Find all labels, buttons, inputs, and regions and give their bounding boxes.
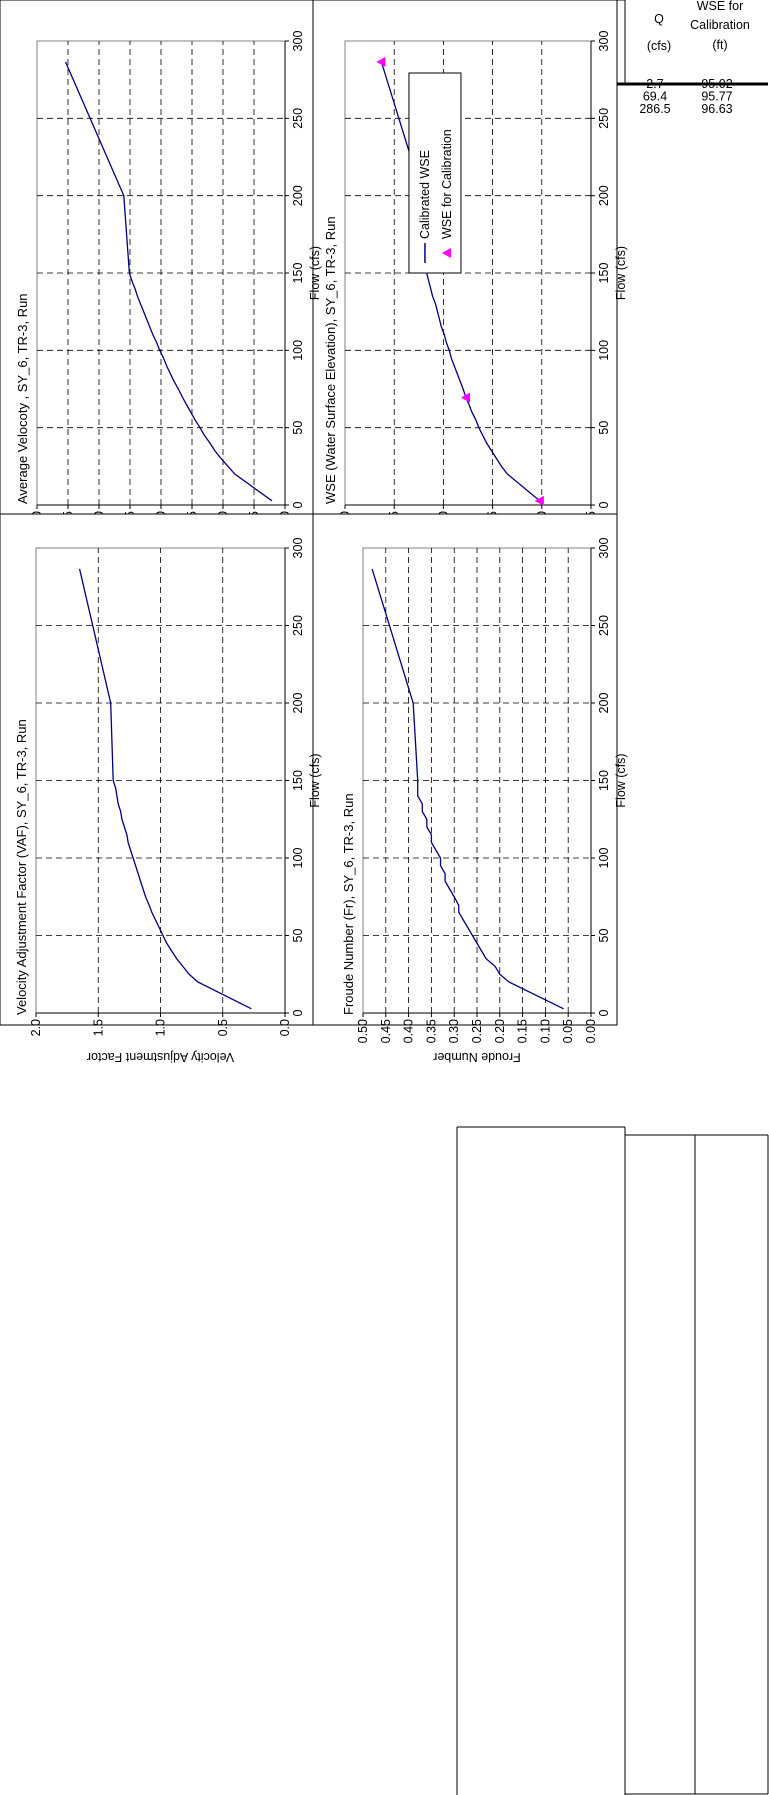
calibration-table: Q (cfs) WSE for Calibration (ft) 2.7 95.02 69.4…	[624, 0, 769, 1795]
x-axis-label: Flow (cfs)	[308, 246, 322, 300]
chart-title: Average Velocoty , SY_6, TR-3, Run	[15, 293, 30, 504]
y-tick-label: 0.10	[538, 1019, 552, 1043]
y-tick-label: 0.30	[447, 1019, 461, 1043]
y-tick-label: 0.20	[493, 1019, 507, 1043]
x-tick-label: 200	[291, 185, 305, 206]
y-tick-label: 0.25	[470, 1019, 484, 1043]
data-point	[534, 495, 544, 506]
x-tick-label: 300	[597, 31, 611, 52]
y-tick-label: 2.0	[29, 1019, 43, 1036]
x-tick-label: 200	[291, 693, 305, 714]
x-axis-label: Flow (cfs)	[614, 246, 628, 300]
x-tick-label: 250	[291, 108, 305, 129]
chart-title: WSE (Water Surface Elevation), SY_6, TR-…	[323, 216, 338, 504]
table-header: Calibration	[690, 18, 750, 32]
legend-marker-swatch	[441, 248, 451, 258]
y-tick-label: 0.5	[216, 1019, 230, 1036]
table-header: WSE for	[697, 0, 744, 13]
chart-2: 0 50 100 150 200 250 300 0.00 0.05 0.10 0.15 0.20 0.…	[312, 513, 628, 1064]
table-header: (ft)	[712, 38, 727, 52]
x-tick-label: 150	[291, 263, 305, 284]
series-line	[64, 61, 273, 502]
chart-1: 0501001502002503000.00.51.01.52.02.53.03…	[0, 0, 322, 556]
x-tick-label: 0	[291, 501, 305, 508]
chart-3: 0 50 100 150 200 250 300 0.0 0.5 1.0 1.5 2.0 Flow (c…	[0, 513, 322, 1064]
x-tick-label: 50	[597, 421, 611, 435]
table-header: (cfs)	[647, 39, 671, 53]
y-tick-label: 0.00	[584, 1019, 598, 1043]
x-tick-label: 100	[291, 340, 305, 361]
x-axis-label: Flow (cfs)	[308, 753, 322, 807]
y-tick-label: 0.40	[402, 1019, 416, 1043]
table-cell: 69.4	[643, 90, 667, 104]
y-tick-label: 0.35	[424, 1019, 438, 1043]
y-tick-label: 0.45	[379, 1019, 393, 1043]
x-tick-label: 250	[597, 615, 611, 636]
legend-box	[408, 72, 462, 274]
y-tick-label: 0.15	[516, 1019, 530, 1043]
series-line	[371, 568, 564, 1010]
y-tick-label: 0.50	[356, 1019, 370, 1043]
chart-title: Froude Number (Fr), SY_6, TR-3, Run	[341, 793, 356, 1015]
x-tick-label: 250	[291, 615, 305, 636]
x-tick-label: 100	[291, 848, 305, 869]
x-axis-label: Flow (cfs)	[614, 753, 628, 807]
series-line	[78, 568, 252, 1010]
y-tick-label: 0.05	[561, 1019, 575, 1043]
x-tick-label: 100	[597, 340, 611, 361]
chart-title: Velocity Adjustment Factor (VAF), SY_6, …	[14, 719, 29, 1015]
x-tick-label: 50	[597, 929, 611, 943]
legend: Calibrated WSE WSE for Calibration	[408, 72, 462, 274]
x-tick-label: 50	[291, 929, 305, 943]
data-point	[461, 392, 471, 403]
series-line	[380, 61, 541, 502]
data-point	[376, 56, 386, 67]
table-cell: 95.02	[701, 77, 732, 91]
table-cell: 2.7	[646, 77, 663, 91]
legend-label: WSE for Calibration	[440, 129, 454, 239]
x-tick-label: 0	[291, 1009, 305, 1016]
charts-layer: 05010015020025030094.595.095.596.096.597…	[0, 0, 628, 1064]
chart-0: 05010015020025030094.595.095.596.096.597…	[312, 0, 628, 556]
x-tick-label: 0	[597, 1009, 611, 1016]
x-tick-label: 250	[597, 108, 611, 129]
x-tick-label: 150	[597, 770, 611, 791]
y-axis-label: Velocity Adjustment Factor	[87, 1050, 234, 1064]
x-tick-label: 150	[597, 263, 611, 284]
table-cell: 286.5	[639, 102, 670, 116]
y-tick-label: 1.5	[91, 1019, 105, 1036]
x-tick-label: 50	[291, 421, 305, 435]
table-cell: 95.77	[701, 90, 732, 104]
x-tick-label: 300	[291, 538, 305, 559]
x-tick-label: 300	[597, 538, 611, 559]
x-tick-label: 300	[291, 31, 305, 52]
legend-label: Calibrated WSE	[418, 150, 432, 239]
y-tick-label: 0.0	[278, 1019, 292, 1036]
y-tick-label: 1.0	[154, 1019, 168, 1036]
x-tick-label: 150	[291, 770, 305, 791]
x-tick-label: 0	[597, 501, 611, 508]
y-axis-label: Froude Number	[433, 1050, 521, 1064]
x-tick-label: 200	[597, 693, 611, 714]
table-header: Q	[654, 12, 664, 26]
x-tick-label: 200	[597, 185, 611, 206]
x-tick-label: 100	[597, 848, 611, 869]
table-cell: 96.63	[701, 102, 732, 116]
